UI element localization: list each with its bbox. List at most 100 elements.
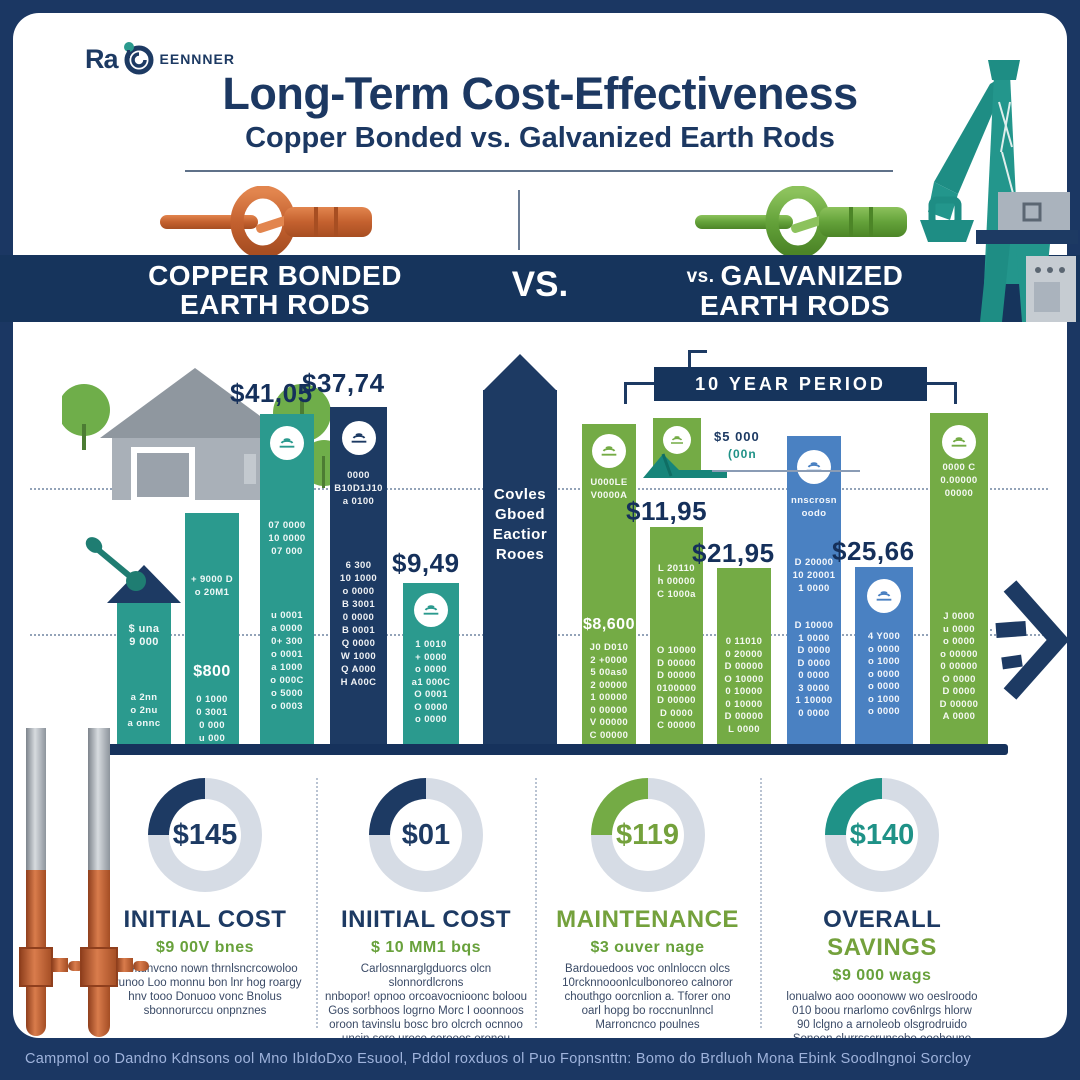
bar-value-label: $9,49	[392, 548, 460, 578]
bar-copper-1: $ una 9 000 a 2nn o 2nu a onnc	[117, 603, 171, 744]
card-overall-savings: $140 OVERALL SAVINGS $9 000 wags lonualw…	[766, 778, 998, 1060]
card-title: INITIAL COST	[123, 906, 287, 933]
coin-icon	[341, 421, 376, 455]
logo-text-suffix: EENNNER	[159, 51, 235, 67]
bar-galv-3: 0 11010 0 20000 D 00000 O 10000 0 10000 …	[717, 568, 771, 744]
donut-value: $01	[401, 818, 451, 851]
bar-text: J 0000 u 0000 o 0000 o 00000 0 00000 O 0…	[939, 611, 979, 722]
coin-icon	[663, 426, 691, 454]
period-bracket-left-h	[624, 382, 654, 385]
copper-side-label-line2: EARTH RODS	[179, 289, 371, 320]
earth-rod-illustration-2	[80, 728, 149, 1037]
bar-text: O 10000 D 00000 D 00000 0100000 D 00000 …	[656, 645, 697, 731]
footer-caption: Campmol oo Dandno Kdnsons ool Mno IbIdoD…	[25, 1051, 972, 1067]
shovel-icon	[85, 537, 146, 591]
bar-text: u 0001 a 0000 0+ 300 o 0001 a 1000 o 000…	[270, 610, 304, 712]
arrow-right-icon	[1003, 580, 1070, 700]
vs-small-label: vs.	[686, 266, 715, 287]
galvanized-side-label: vs. GALVANIZED EARTH RODS	[630, 261, 960, 320]
donut-overall-savings: $140	[825, 778, 939, 892]
crane-illustration	[920, 60, 1078, 322]
copper-side-label-line1: COPPER BONDED	[148, 260, 402, 291]
bar-galv-4: nnscrosn oodo D 20000 10 20001 1 0000 D …	[787, 436, 841, 744]
copper-side-label: COPPER BONDED EARTH RODS	[110, 261, 440, 319]
card-separator	[535, 778, 537, 1028]
galvanized-side-label-line1: vs. GALVANIZED	[686, 260, 904, 291]
bar-value-label: $41,05	[230, 378, 313, 408]
period-box: 10 YEAR PERIOD	[654, 367, 927, 401]
period-bracket-left-v	[624, 382, 627, 404]
wedge-note-sub: (00n	[728, 447, 757, 461]
card-subtitle: $9 00V bnes	[156, 939, 254, 956]
donut-maintenance: $119	[590, 778, 705, 892]
coin-icon	[797, 450, 831, 484]
bar-copper-4: 0000 B10D1J10 a 0100 6 300 10 1000 o 000…	[330, 407, 387, 744]
donut-hole	[611, 799, 684, 871]
bar-text: 0000 B10D1J10 a 0100	[334, 470, 383, 507]
card-subtitle: $9 000 wags	[832, 967, 932, 984]
bar-value-label: $21,95	[692, 538, 775, 568]
page-title: Long-Term Cost-Effectiveness	[222, 68, 858, 119]
bar-value-label: $11,95	[626, 496, 708, 526]
card-separator	[760, 778, 762, 1028]
coin-icon	[942, 425, 976, 459]
vs-band: COPPER BONDED EARTH RODS VS. vs. GALVANIZ…	[0, 255, 1080, 322]
donut-value: $145	[172, 818, 238, 851]
card-title: INIITIAL COST	[340, 906, 512, 933]
card-body-text: Carlosnnarglgduorcs olcn slonnordlcrons …	[324, 963, 528, 1045]
bar-text: J0 D010 2 +0000 5 00as0 2 00000 1 00000 …	[589, 642, 629, 741]
donut-hole	[390, 799, 462, 871]
bar-galv-2: L 20110 h 00000 C 1000a O 10000 D 00000 …	[650, 527, 703, 744]
page-subtitle: Copper Bonded vs. Galvanized Earth Rods	[245, 122, 835, 154]
period-hook	[688, 350, 707, 369]
tower-label: Covles Gboed Eactior Rooes	[492, 486, 548, 563]
center-tower: Covles Gboed Eactior Rooes	[483, 390, 557, 744]
logo: Ra EENNNER	[85, 40, 235, 78]
card-body-text: Bardouedoos voc onlnloccn olcs 10rcknnoo…	[562, 963, 733, 1031]
bar-text: 0000 C 0.00000 00000	[940, 462, 978, 499]
bar-text: U000LE V0000A	[590, 477, 628, 501]
vs-label: VS.	[511, 265, 569, 304]
bar-copper-3: 07 0000 10 0000 07 000 u 0001 a 0000 0+ …	[260, 414, 314, 744]
wedge-note-value: $5 000	[714, 429, 760, 444]
tower-roof	[483, 354, 557, 391]
coin-icon	[414, 593, 448, 627]
card-subtitle: $3 ouver nage	[590, 939, 705, 956]
bar-copper-5: 1 0010 + 0000 o 0000 a1 000C O 0001 O 00…	[403, 583, 459, 744]
bar-galv-6: 0000 C 0.00000 00000 J 0000 u 0000 o 000…	[930, 413, 988, 744]
bar-text: 0 1000 0 3001 0 000 u 000	[196, 694, 228, 744]
bar-text: + 9000 D o 20M1	[190, 574, 234, 598]
card-title: OVERALL SAVINGS	[823, 906, 941, 961]
chart-baseline	[100, 744, 1008, 755]
bar-text: D 20000 10 20001 1 0000	[792, 557, 836, 594]
galvanized-rod-illustration	[695, 186, 907, 258]
bar-text: 0 11010 0 20000 D 00000 O 10000 0 10000 …	[724, 636, 764, 735]
arrow-dash-1	[995, 620, 1027, 639]
card-initial-cost-copper: $145 INITIAL COST $9 00V bnes Bowltunvcn…	[95, 778, 315, 1018]
bar-value: $8,600	[583, 616, 635, 633]
card-title: MAINTENANCE	[556, 906, 739, 933]
copper-rod-illustration	[160, 186, 372, 258]
galvanized-side-label-line2: EARTH RODS	[699, 290, 891, 321]
bar-galv-5: 4 Y000 o 0000 o 1000 o 0000 o 0000 o 100…	[855, 567, 913, 744]
period-bracket-right-v	[954, 382, 957, 404]
coin-icon	[867, 579, 901, 613]
logo-text-prefix: Ra	[85, 43, 119, 74]
donut-initial-cost-galv: $01	[369, 778, 483, 892]
card-initial-cost-galv: $01 INIITIAL COST $ 10 MM1 bqs Carlosnna…	[322, 778, 530, 1046]
period-bracket-right-h	[927, 382, 957, 385]
header-divider	[185, 170, 893, 172]
bar-value-label: $37,74	[302, 368, 385, 398]
donut-hole	[169, 799, 241, 871]
bar-text: a 2nn o 2nu a onnc	[127, 692, 161, 729]
card-subtitle: $ 10 MM1 bqs	[370, 939, 482, 956]
bar-text: D 10000 1 0000 D 0000 D 0000 0 0000 3 00…	[794, 620, 834, 719]
bar-text: $ una 9 000	[128, 623, 160, 648]
bar-galv-1: U000LE V0000A $8,600 J0 D010 2 +0000 5 0…	[582, 424, 636, 744]
logo-swirl-icon	[123, 42, 154, 75]
bar-text: 07 0000 10 0000 07 000	[268, 520, 306, 557]
card-maintenance: $119 MAINTENANCE $3 ouver nage Bardouedo…	[540, 778, 755, 1032]
card-body-text: Bowltunvcno nown thrnlsncrcowoloo orunoo…	[108, 963, 302, 1017]
wedge-note-underline	[712, 470, 860, 472]
